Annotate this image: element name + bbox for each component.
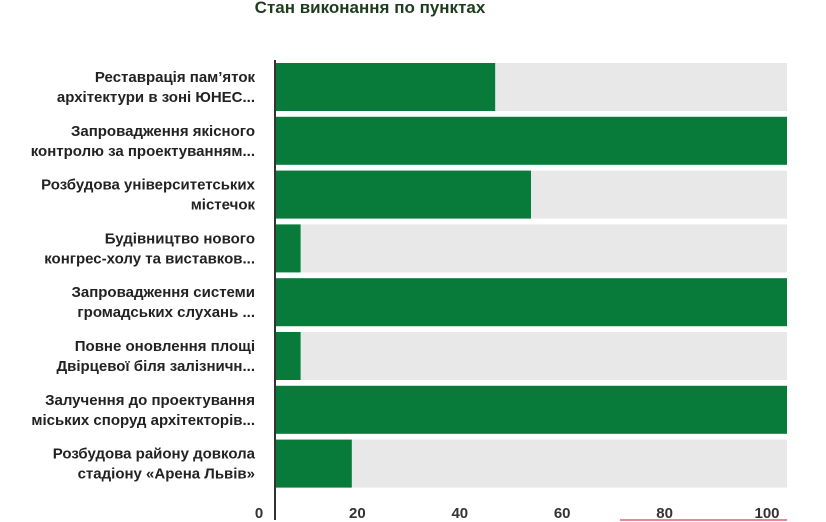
category-label: Розбудова району довкола стадіону «Арена … <box>53 446 256 483</box>
x-tick-label: 80 <box>656 505 673 522</box>
category-label: Реставрація пам’яток архітектури в зоні Ю… <box>57 69 256 106</box>
bar-track <box>275 332 787 380</box>
bar <box>275 116 787 165</box>
x-tick-label: 0 <box>255 505 263 522</box>
category-label: Залучення до проектування міських споруд … <box>31 392 255 429</box>
category-label: Будівництво нового конгрес-холу та вистав… <box>44 230 255 267</box>
x-tick-label: 100 <box>754 505 779 522</box>
category-label: Запровадження системи громадських слухань… <box>71 284 255 321</box>
bar <box>275 170 531 219</box>
bar <box>275 439 352 488</box>
x-tick-label: 40 <box>451 505 468 522</box>
bar <box>275 224 301 273</box>
x-tick-label: 60 <box>554 505 571 522</box>
bar <box>275 332 301 380</box>
bar <box>275 63 496 111</box>
bar-track <box>275 439 787 488</box>
bar-track <box>275 224 787 273</box>
category-label: Запровадження якісного контролю за проект… <box>31 123 255 160</box>
x-tick-labels: 0 20 40 60 80 100 <box>255 505 780 522</box>
chart-title: Стан виконання по пунктах <box>255 0 486 17</box>
bar <box>275 278 787 327</box>
bars <box>275 63 787 488</box>
bar <box>275 385 787 434</box>
category-label: Розбудова університетських містечок <box>41 177 256 214</box>
category-labels: Реставрація пам’яток архітектури в зоні Ю… <box>31 69 256 483</box>
category-label: Повне оновлення площі Двірцевої біля залі… <box>56 338 255 375</box>
x-tick-label: 20 <box>349 505 366 522</box>
